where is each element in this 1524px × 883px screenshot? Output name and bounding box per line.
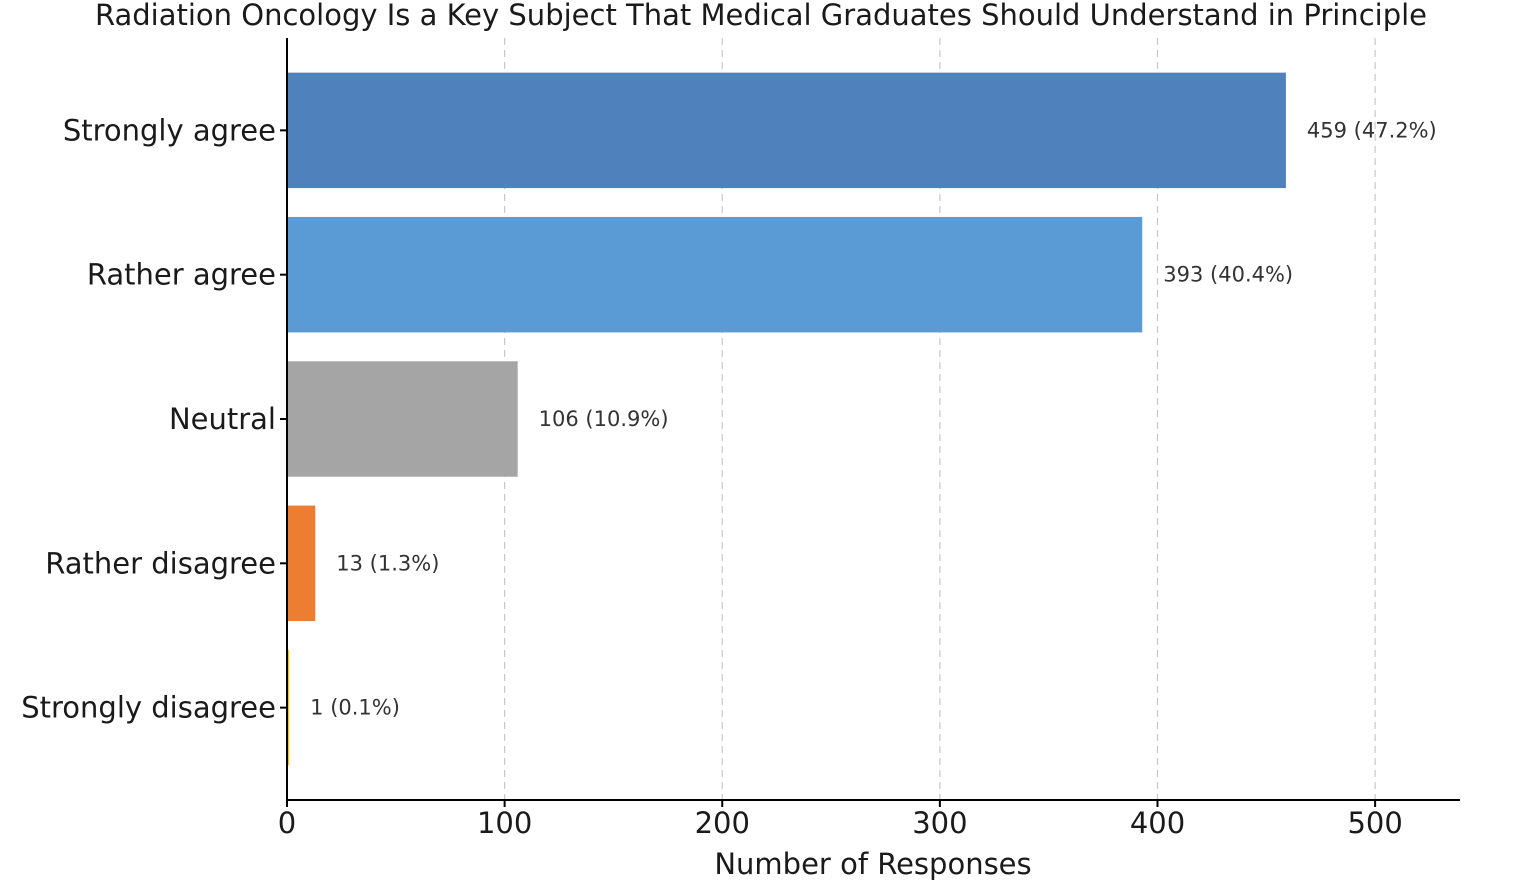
bar-strongly-agree: [287, 72, 1286, 189]
category-labels: Strongly agree Rather agree Neutral Rather …: [21, 113, 287, 725]
bars: [287, 72, 1286, 766]
data-label: 459 (47.2%): [1307, 118, 1437, 142]
bar-rather-disagree: [287, 505, 316, 622]
data-labels: 459 (47.2%) 393 (40.4%) 106 (10.9%) 13 (1.3…: [310, 118, 1437, 719]
x-tick-label-0: 0: [278, 806, 296, 840]
x-tick-label-400: 400: [1130, 806, 1185, 840]
data-label: 13 (1.3%): [336, 551, 439, 575]
bar-strongly-disagree: [287, 649, 290, 766]
category-label: Strongly agree: [63, 113, 276, 147]
x-tick-label-300: 300: [912, 806, 967, 840]
x-tick-label-100: 100: [477, 806, 532, 840]
chart-title: Radiation Oncology Is a Key Subject That…: [95, 0, 1427, 32]
x-tick-label-200: 200: [695, 806, 750, 840]
category-label: Strongly disagree: [21, 691, 276, 725]
bar-neutral: [287, 361, 518, 477]
category-label: Neutral: [169, 402, 276, 436]
bar-rather-agree: [287, 216, 1143, 333]
x-tick-label-500: 500: [1347, 806, 1402, 840]
data-label: 1 (0.1%): [310, 696, 400, 720]
data-label: 106 (10.9%): [539, 407, 669, 431]
category-label: Rather disagree: [45, 546, 276, 580]
category-label: Rather agree: [87, 258, 276, 292]
data-label: 393 (40.4%): [1163, 263, 1293, 287]
x-ticks: 0 100 200 300 400 500: [278, 800, 1403, 840]
x-axis-label: Number of Responses: [714, 847, 1031, 881]
